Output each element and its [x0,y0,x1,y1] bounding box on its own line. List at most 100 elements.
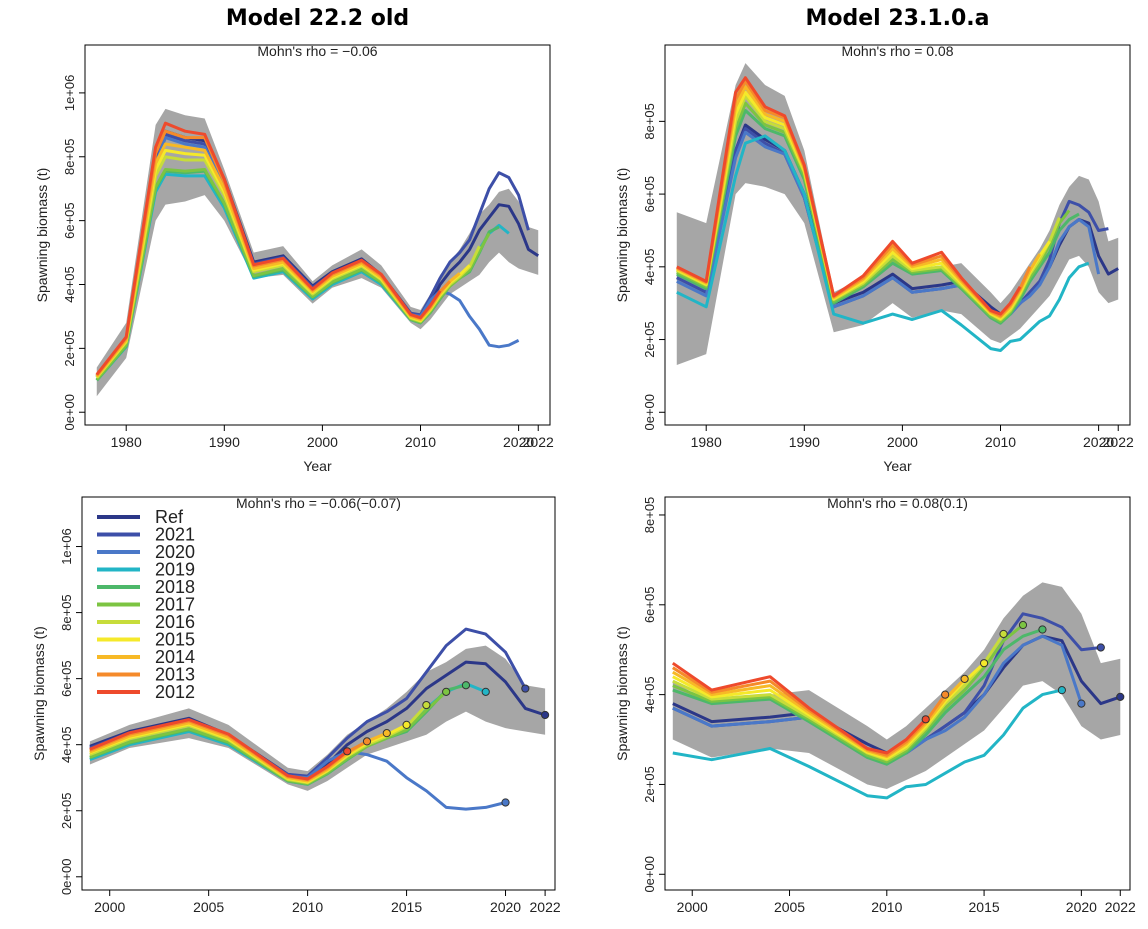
y-axis-label: Spawning biomass (t) [614,626,630,761]
end-marker [501,798,510,807]
annotation: Mohn's rho = 0.08(0.1) [827,495,968,511]
x-tick-label: 2022 [1105,899,1136,915]
end-marker [343,747,352,756]
x-tick-label: 2020 [1066,899,1097,915]
x-tick-label: 1980 [111,434,142,450]
legend-label: 2020 [155,542,195,562]
legend-label: 2021 [155,525,195,545]
series-line [672,623,1024,764]
y-tick-label: 1e+06 [62,75,77,112]
x-tick-label: 2010 [871,899,902,915]
x-tick-label: 2000 [307,434,338,450]
end-marker [1077,699,1086,708]
legend-label: 2012 [155,682,195,702]
plot-frame [84,44,551,426]
legend-label: 2018 [155,577,195,597]
end-marker [921,715,930,724]
y-tick-label: 4e+05 [642,249,657,286]
series-line [676,101,1071,323]
x-tick-label: 2010 [405,434,436,450]
series-line [672,662,986,760]
end-marker [362,737,372,746]
end-marker [1018,620,1028,630]
y-tick-label: 0e+00 [642,856,657,893]
end-marker [402,720,411,729]
x-tick-label: 2022 [523,434,554,450]
end-marker [960,674,969,684]
x-tick-label: 1990 [789,434,820,450]
end-marker [541,710,550,720]
x-tick-label: 2010 [292,899,323,915]
y-axis-label: Spawning biomass (t) [614,168,630,303]
x-tick-label: 2010 [985,434,1016,450]
y-tick-label: 4e+05 [62,266,77,303]
end-marker [442,687,451,696]
x-tick-label: 2022 [530,899,561,915]
series-line [672,688,1063,800]
legend-label: Ref [155,507,184,527]
panel-heading: Model 22.2 old [226,6,409,31]
end-marker [422,700,431,710]
y-axis-label: Spawning biomass (t) [34,168,50,303]
end-marker [979,659,989,668]
series-line [676,134,1090,352]
annotation: Mohn's rho = −0.06(−0.07) [236,495,401,511]
plot-frame [81,496,556,891]
x-tick-label: 2015 [969,899,1000,915]
panel-heading: Model 23.1.0.a [805,6,989,31]
y-tick-label: 8e+05 [642,103,657,140]
y-tick-label: 4e+05 [59,726,74,763]
x-tick-label: 2020 [1083,434,1114,450]
plot-area [95,108,540,397]
end-marker [461,681,471,690]
y-tick-label: 8e+05 [59,594,74,631]
y-axis-label: Spawning biomass (t) [31,626,47,761]
series-line [672,628,1043,766]
y-tick-label: 6e+05 [642,587,657,624]
x-tick-label: 2015 [391,899,422,915]
annotation: Mohn's rho = 0.08 [841,43,953,59]
x-tick-label: 2020 [490,899,521,915]
y-tick-label: 8e+05 [642,497,657,534]
series-line [95,121,442,376]
y-tick-label: 0e+00 [59,859,74,896]
x-tick-label: 2000 [887,434,918,450]
x-tick-label: 2005 [774,899,805,915]
y-tick-label: 6e+05 [642,176,657,213]
series-line [89,718,349,781]
series-line [672,634,1083,762]
legend-label: 2017 [155,595,195,615]
x-tick-label: 2000 [94,899,125,915]
end-marker [481,687,490,696]
x-tick-label: 2005 [193,899,224,915]
x-axis-label: Year [883,458,912,474]
plot-frame [664,44,1131,426]
legend-label: 2014 [155,647,195,667]
x-tick-label: 1980 [691,434,722,450]
end-marker [1057,686,1067,695]
plot-area [89,627,550,811]
y-tick-label: 4e+05 [642,676,657,713]
x-tick-label: 2020 [503,434,534,450]
annotation: Mohn's rho = −0.06 [257,43,377,59]
x-axis-label: Year [303,458,332,474]
y-tick-label: 2e+05 [642,321,657,358]
y-tick-label: 2e+05 [642,766,657,803]
end-marker [521,684,530,693]
y-tick-label: 8e+05 [62,139,77,176]
end-marker [999,629,1008,639]
plot-area [671,582,1125,800]
series-line [671,661,927,755]
end-marker [941,690,950,699]
end-marker [1116,692,1125,701]
plot-area [676,63,1119,365]
x-tick-label: 1990 [209,434,240,450]
x-tick-label: 2022 [1103,434,1134,450]
x-tick-label: 2000 [677,899,708,915]
end-marker [1096,643,1105,652]
y-tick-label: 2e+05 [59,792,74,829]
legend-label: 2013 [155,665,195,685]
y-tick-label: 6e+05 [59,660,74,697]
y-tick-label: 0e+00 [642,394,657,431]
